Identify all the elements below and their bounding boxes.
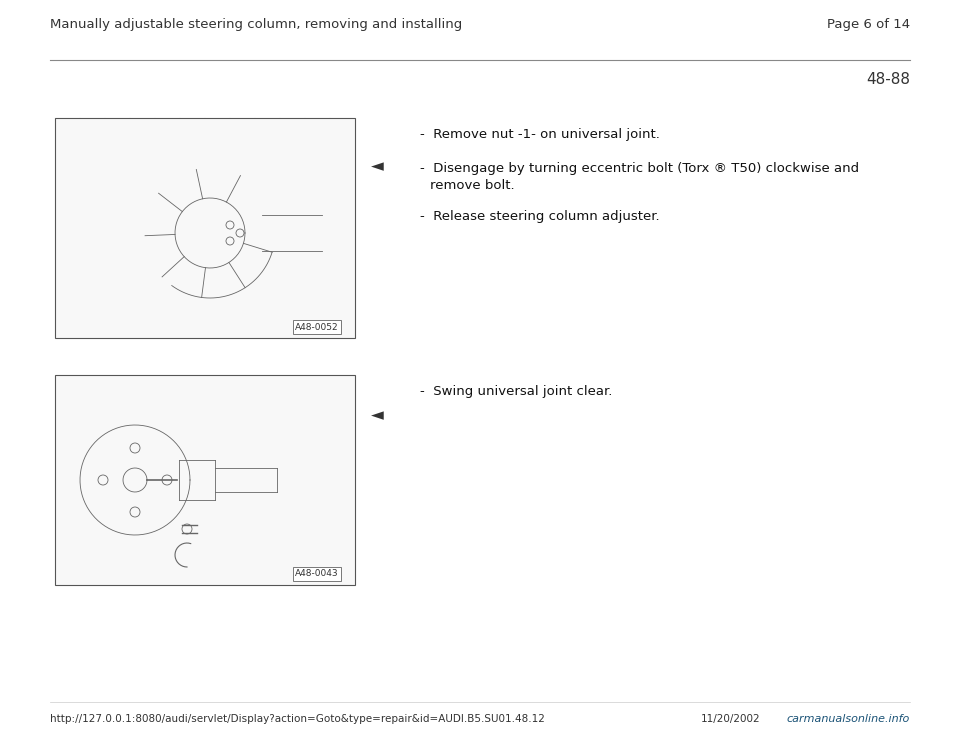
Text: 11/20/2002: 11/20/2002 [701, 714, 760, 724]
Text: ◄: ◄ [371, 157, 383, 176]
Text: remove bolt.: remove bolt. [430, 179, 515, 192]
Text: Manually adjustable steering column, removing and installing: Manually adjustable steering column, rem… [50, 18, 463, 31]
Text: ◄: ◄ [371, 407, 383, 424]
Text: -  Swing universal joint clear.: - Swing universal joint clear. [420, 385, 612, 398]
Bar [55, 118, 355, 338]
Text: A48-0052: A48-0052 [295, 323, 339, 332]
Text: carmanualsonline.info: carmanualsonline.info [787, 714, 910, 724]
Text: A48-0043: A48-0043 [295, 570, 339, 579]
Text: -  Release steering column adjuster.: - Release steering column adjuster. [420, 209, 660, 223]
Bar [55, 375, 355, 585]
Text: -  Remove nut -1- on universal joint.: - Remove nut -1- on universal joint. [420, 128, 660, 141]
Text: -  Disengage by turning eccentric bolt (Torx ® T50) clockwise and: - Disengage by turning eccentric bolt (T… [420, 162, 859, 175]
Text: Page 6 of 14: Page 6 of 14 [827, 18, 910, 31]
Text: 48-88: 48-88 [866, 72, 910, 87]
Text: http://127.0.0.1:8080/audi/servlet/Display?action=Goto&type=repair&id=AUDI.B5.SU: http://127.0.0.1:8080/audi/servlet/Displ… [50, 714, 545, 724]
